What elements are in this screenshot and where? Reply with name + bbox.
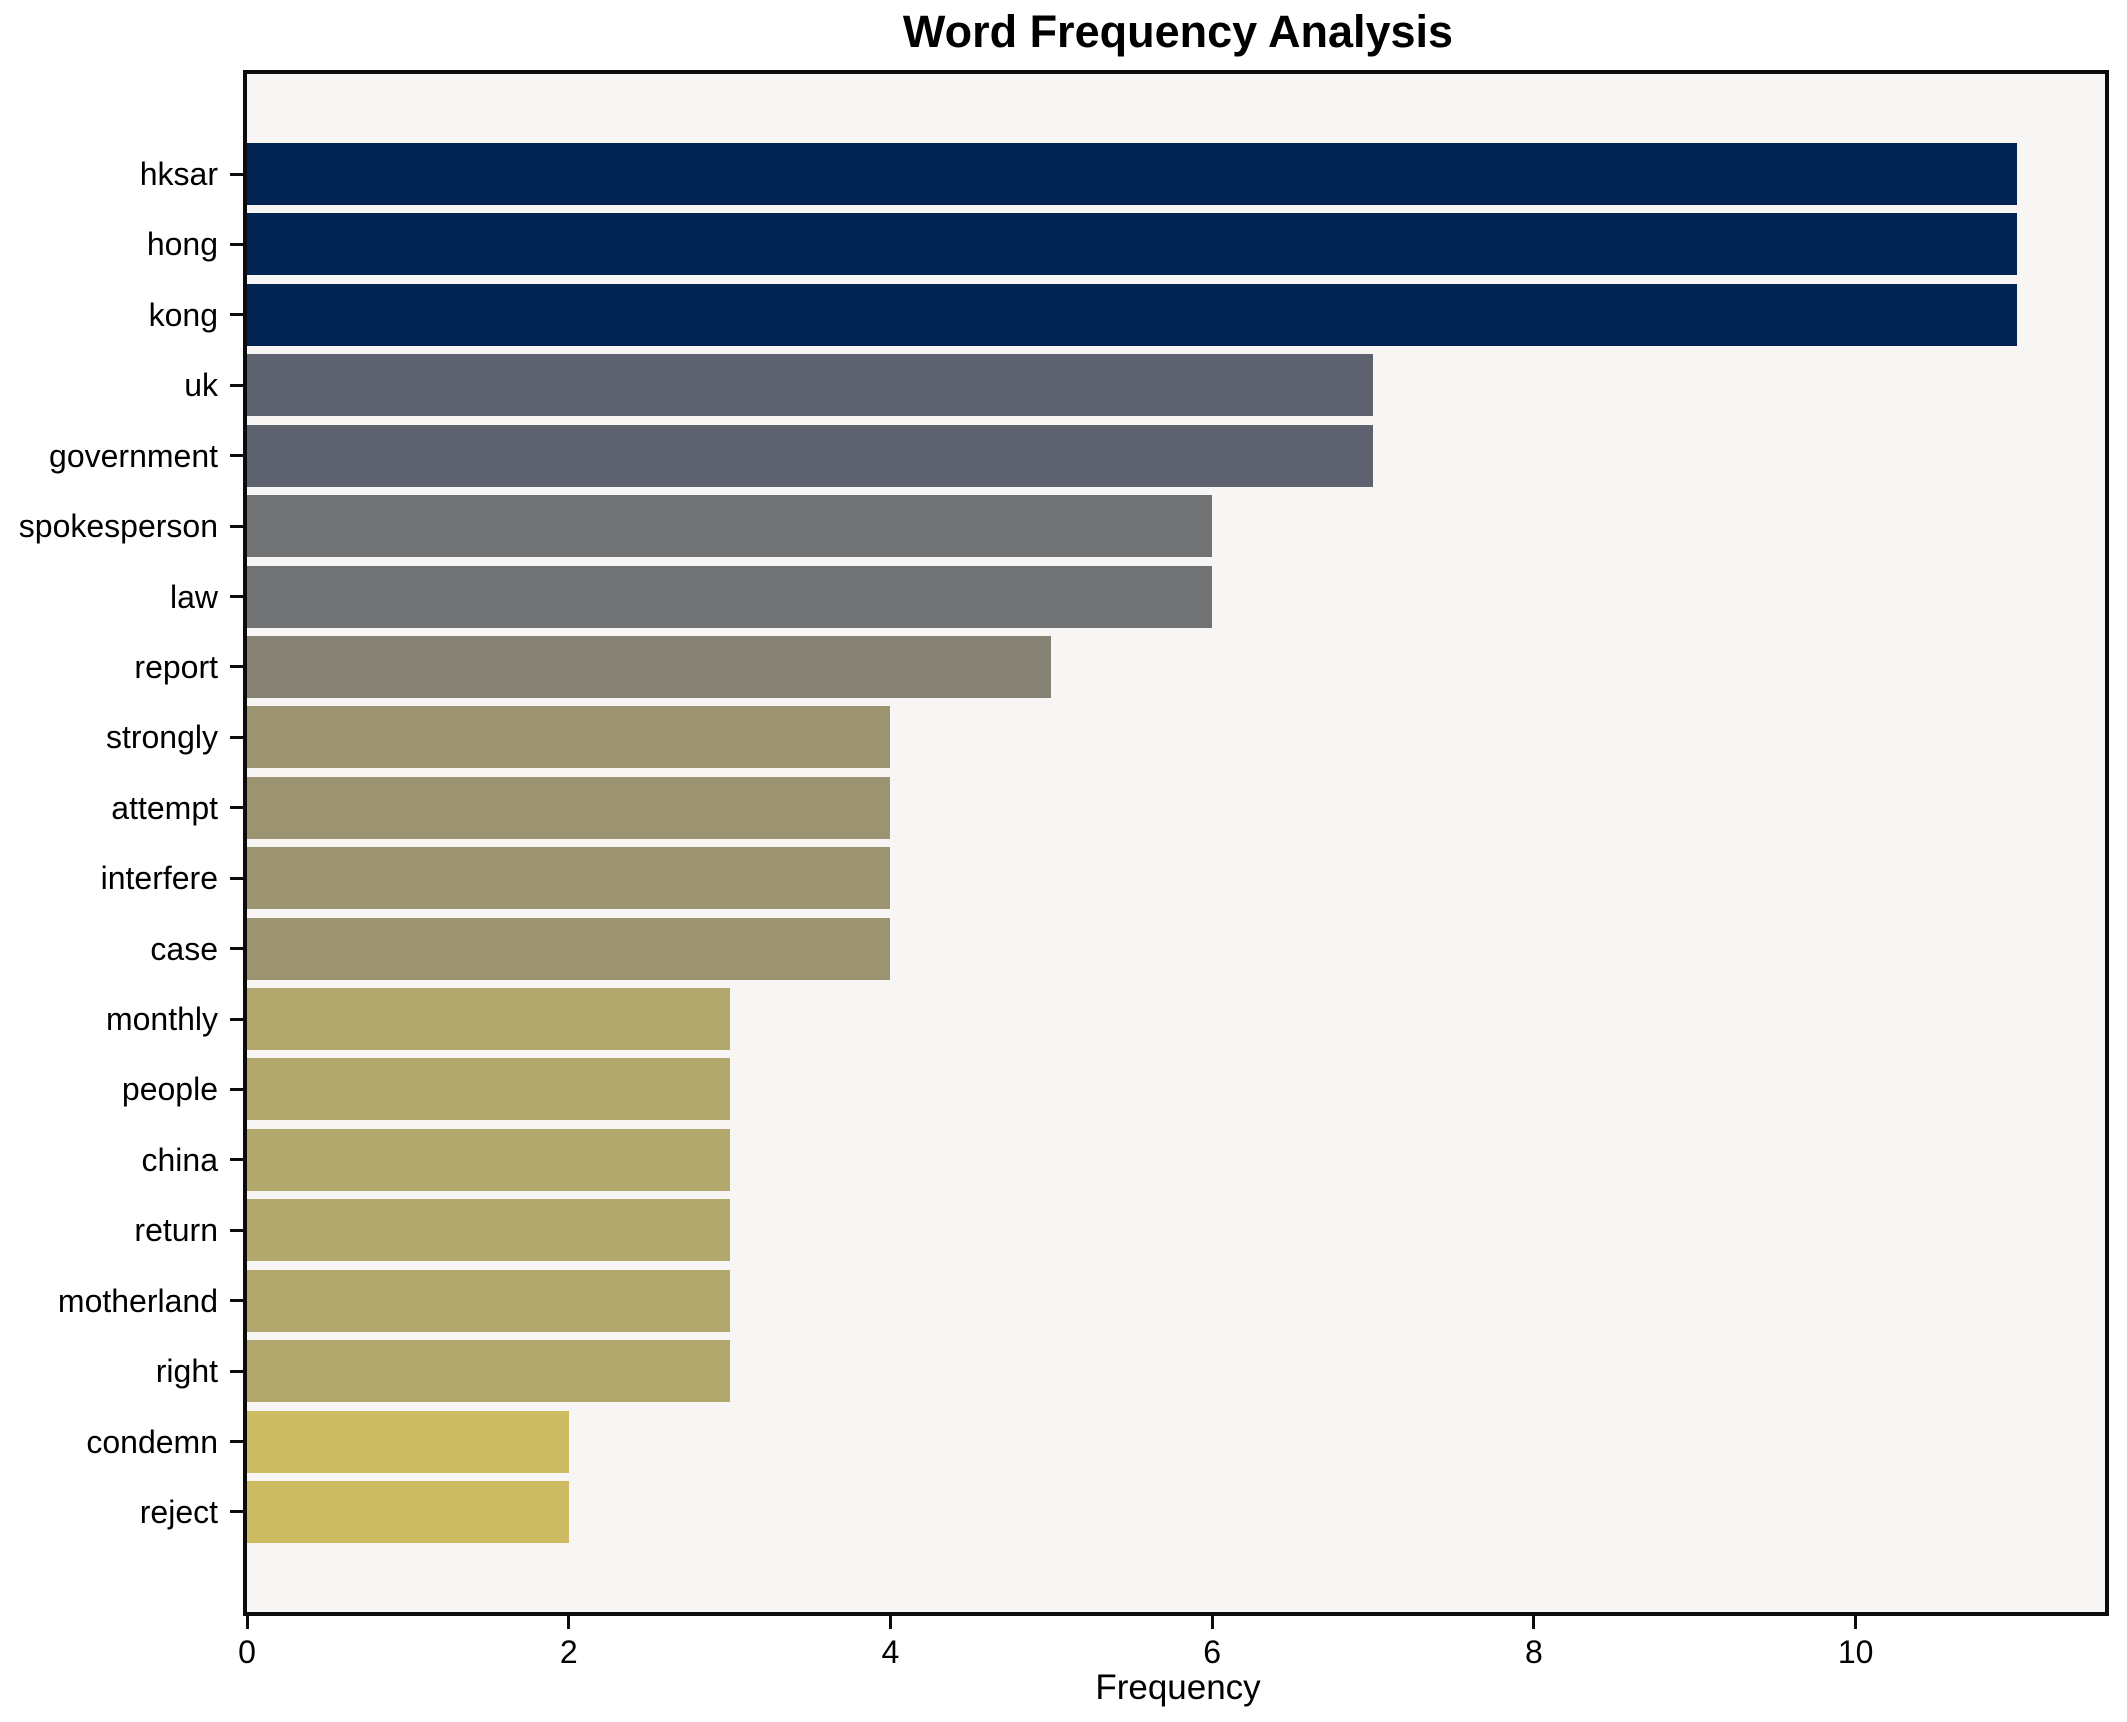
y-tick-reject [230, 1510, 243, 1514]
y-tick-law [230, 595, 243, 599]
bars-container [247, 74, 2105, 1612]
bar-motherland [247, 1269, 730, 1332]
x-tick-label-4: 4 [881, 1634, 900, 1670]
x-tick-label-6: 6 [1203, 1634, 1222, 1670]
bar-hong [247, 213, 2017, 276]
y-tick-interfere [230, 876, 243, 880]
y-label-monthly: monthly [105, 1001, 218, 1038]
bar-uk [247, 354, 1374, 417]
y-label-report: report [134, 648, 218, 685]
y-label-china: china [141, 1141, 219, 1178]
y-label-strongly: strongly [105, 719, 218, 756]
bar-monthly [247, 988, 730, 1051]
y-label-attempt: attempt [111, 789, 218, 826]
x-tick-2 [567, 1616, 571, 1629]
bar-report [247, 635, 1052, 698]
y-tick-right [230, 1369, 243, 1373]
y-label-right: right [155, 1353, 218, 1390]
x-tick-0 [245, 1616, 249, 1629]
x-tick-6 [1210, 1616, 1214, 1629]
x-tick-10 [1854, 1616, 1858, 1629]
bar-government [247, 424, 1374, 487]
y-tick-china [230, 1158, 243, 1162]
y-tick-attempt [230, 806, 243, 810]
y-tick-monthly [230, 1017, 243, 1021]
y-label-condemn: condemn [86, 1423, 218, 1460]
bar-attempt [247, 776, 891, 839]
bar-strongly [247, 706, 891, 769]
bar-return [247, 1199, 730, 1262]
x-tick-label-2: 2 [559, 1634, 578, 1670]
bar-people [247, 1058, 730, 1121]
y-label-government: government [49, 437, 218, 474]
y-tick-hong [230, 242, 243, 246]
y-tick-report [230, 665, 243, 669]
bar-kong [247, 283, 2017, 346]
y-label-return: return [134, 1212, 218, 1249]
y-tick-motherland [230, 1299, 243, 1303]
x-tick-4 [888, 1616, 892, 1629]
y-label-hksar: hksar [139, 156, 218, 192]
bar-law [247, 565, 1213, 628]
x-tick-label-0: 0 [238, 1634, 256, 1670]
chart-title: Word Frequency Analysis [902, 6, 1454, 57]
bar-interfere [247, 847, 891, 910]
y-label-case: case [150, 930, 218, 967]
y-tick-strongly [230, 735, 243, 739]
y-tick-condemn [230, 1440, 243, 1444]
y-tick-uk [230, 383, 243, 387]
bar-condemn [247, 1410, 569, 1473]
y-tick-people [230, 1087, 243, 1091]
y-label-motherland: motherland [57, 1282, 218, 1319]
plot-area [243, 70, 2109, 1616]
y-tick-spokesperson [230, 524, 243, 528]
y-tick-government [230, 454, 243, 458]
y-tick-return [230, 1228, 243, 1232]
y-tick-hksar [230, 172, 243, 176]
bar-china [247, 1128, 730, 1191]
y-label-law: law [169, 578, 218, 615]
x-tick-label-10: 10 [1837, 1634, 1874, 1670]
x-tick-8 [1532, 1616, 1536, 1629]
y-label-hong: hong [146, 226, 218, 263]
bar-reject [247, 1480, 569, 1543]
x-axis-title: Frequency [1095, 1668, 1261, 1707]
y-label-interfere: interfere [100, 860, 218, 897]
y-tick-case [230, 947, 243, 951]
bar-right [247, 1340, 730, 1403]
y-label-reject: reject [139, 1493, 218, 1530]
y-label-uk: uk [184, 367, 218, 404]
bar-hksar [247, 143, 2017, 205]
y-label-people: people [121, 1071, 218, 1108]
x-tick-label-8: 8 [1525, 1634, 1543, 1670]
bar-case [247, 917, 891, 980]
y-tick-kong [230, 313, 243, 317]
y-label-spokesperson: spokesperson [18, 508, 218, 545]
y-label-kong: kong [148, 296, 218, 333]
bar-spokesperson [247, 495, 1213, 558]
